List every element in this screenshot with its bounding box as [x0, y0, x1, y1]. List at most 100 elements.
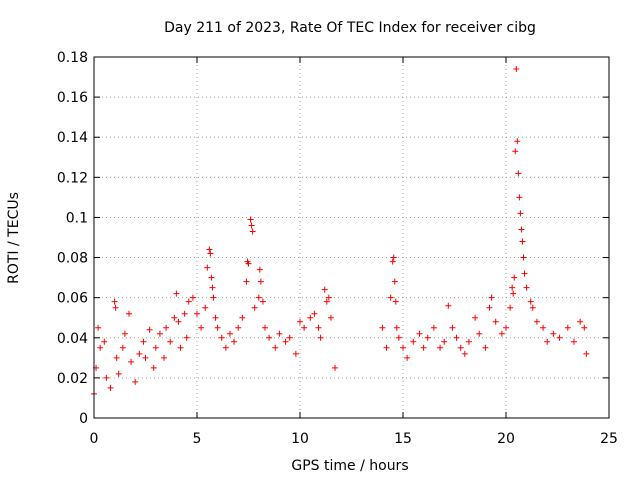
data-point [513, 66, 520, 73]
data-point [550, 330, 557, 337]
data-point [449, 324, 456, 331]
data-point [327, 314, 334, 321]
data-point [453, 334, 460, 341]
data-point [564, 324, 571, 331]
y-tick-label: 0.02 [57, 371, 88, 387]
data-point [472, 314, 479, 321]
y-tick-label: 0.04 [57, 331, 88, 347]
data-point [194, 310, 200, 317]
y-tick-label: 0.12 [57, 170, 88, 186]
data-point [332, 364, 339, 371]
data-point [533, 318, 540, 325]
data-point [256, 266, 263, 273]
data-point [311, 310, 318, 317]
data-point [323, 298, 330, 305]
data-point [183, 334, 190, 341]
data-point [520, 254, 527, 261]
data-point [488, 294, 495, 301]
data-point [420, 344, 427, 351]
data-point [512, 148, 519, 155]
data-point [171, 314, 178, 321]
x-tick-label: 25 [600, 431, 618, 447]
data-point [486, 304, 493, 311]
data-point [249, 228, 256, 235]
x-tick-label: 15 [394, 431, 412, 447]
x-axis-ticks: 0 5 10 15 20 25 [90, 57, 618, 447]
data-point [167, 338, 174, 345]
data-point [103, 374, 110, 381]
data-point [392, 298, 399, 305]
data-point [208, 274, 215, 281]
data-point [581, 324, 588, 331]
data-point [387, 294, 394, 301]
data-point [301, 324, 308, 331]
data-point [257, 278, 264, 285]
y-tick-label: 0.06 [57, 291, 88, 307]
data-point [152, 344, 159, 351]
data-point [95, 324, 102, 331]
data-point [119, 344, 126, 351]
data-point [214, 324, 221, 331]
data-point [516, 194, 523, 201]
data-point [325, 294, 332, 301]
y-tick-label: 0.18 [57, 50, 88, 66]
data-point [251, 304, 258, 311]
data-point [173, 290, 180, 297]
data-point [523, 284, 530, 291]
data-point [146, 326, 153, 333]
data-point [112, 304, 119, 311]
data-point [248, 222, 255, 229]
data-point [498, 330, 505, 337]
data-point [222, 344, 229, 351]
data-points [91, 66, 590, 397]
data-point [115, 370, 122, 377]
data-point [142, 354, 149, 361]
data-point [437, 344, 444, 351]
data-point [395, 334, 402, 341]
data-point [391, 278, 398, 285]
data-point [212, 314, 219, 321]
x-axis-label: GPS time / hours [291, 458, 408, 474]
data-point [410, 338, 417, 345]
data-point [128, 358, 135, 365]
data-point [441, 338, 448, 345]
data-point [404, 354, 411, 361]
data-point [198, 324, 205, 331]
data-point [218, 334, 225, 341]
data-point [424, 334, 431, 341]
data-point [510, 290, 517, 297]
data-point [383, 344, 390, 351]
data-point [544, 338, 551, 345]
data-point [400, 344, 406, 351]
data-point [521, 270, 528, 277]
y-tick-label: 0.1 [66, 210, 88, 226]
data-point [317, 334, 324, 341]
data-point [583, 350, 590, 357]
data-point [136, 350, 143, 357]
data-point [517, 210, 524, 217]
data-point [177, 344, 184, 351]
data-point [577, 318, 584, 325]
data-point [204, 264, 211, 271]
data-point [107, 384, 114, 391]
data-point [226, 330, 233, 337]
data-point [416, 330, 423, 337]
data-point [111, 298, 118, 305]
data-point [511, 274, 518, 281]
data-point [207, 250, 214, 257]
data-point [507, 304, 514, 311]
data-point [163, 324, 170, 331]
data-point [445, 302, 452, 309]
data-point [140, 338, 147, 345]
data-point [503, 324, 509, 331]
data-point [259, 298, 266, 305]
data-point [132, 378, 139, 385]
data-point [189, 294, 196, 301]
y-tick-label: 0.14 [57, 130, 88, 146]
y-tick-label: 0.08 [57, 251, 88, 267]
y-tick-label: 0 [79, 411, 88, 427]
y-axis-ticks: 0 0.02 0.04 0.06 0.08 0.1 0.12 0.14 0.16 0.18 [57, 50, 609, 427]
data-point [266, 334, 273, 341]
data-point [321, 286, 328, 293]
data-point [181, 310, 188, 317]
